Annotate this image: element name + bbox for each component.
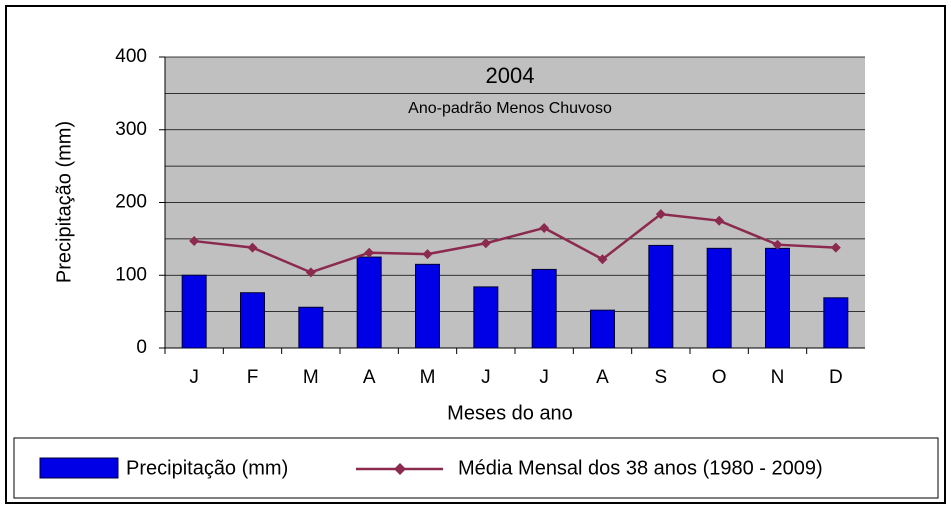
marker	[539, 222, 550, 233]
legend-label: Média Mensal dos 38 anos (1980 - 2009)	[458, 457, 823, 479]
x-tick-label: M	[420, 367, 436, 388]
marker	[714, 215, 725, 226]
bar	[240, 292, 265, 349]
bar	[531, 268, 557, 349]
marker	[422, 249, 433, 260]
y-tick-label: 400	[115, 46, 147, 67]
bar	[590, 309, 615, 349]
x-tick-label: D	[829, 367, 843, 388]
x-tick-label: S	[654, 367, 667, 388]
bar	[415, 263, 440, 349]
marker	[364, 247, 375, 258]
x-axis-label: Meses do ano	[447, 402, 573, 424]
marker	[247, 242, 258, 253]
frame	[5, 5, 946, 504]
bar	[298, 306, 324, 349]
marker	[305, 267, 316, 278]
x-tick-label: N	[771, 367, 785, 388]
bar	[765, 247, 790, 349]
x-tick-label: O	[712, 367, 727, 388]
marker	[830, 242, 841, 253]
legend-marker	[394, 463, 406, 475]
x-tick-label: F	[247, 367, 259, 388]
line	[194, 212, 836, 274]
legend-label: Precipitação (mm)	[126, 457, 288, 479]
marker	[772, 239, 783, 250]
marker	[189, 236, 200, 247]
x-tick-label: J	[481, 367, 491, 388]
legend-swatch	[39, 457, 119, 479]
legend-box	[13, 437, 939, 499]
y-tick-label: 0	[136, 337, 147, 358]
y-tick-label: 100	[115, 264, 147, 285]
marker	[655, 209, 666, 220]
bar	[823, 297, 849, 349]
bar	[181, 274, 207, 349]
chart-title: 2004	[486, 63, 535, 88]
bar	[706, 247, 732, 349]
bar	[648, 244, 674, 349]
x-tick-label: J	[539, 367, 549, 388]
x-tick-label: M	[303, 367, 319, 388]
y-tick-label: 300	[115, 119, 147, 140]
bar	[356, 256, 382, 349]
x-tick-label: A	[596, 367, 609, 388]
y-axis-label: Precipitação (mm)	[53, 121, 75, 283]
x-tick-label: A	[363, 367, 376, 388]
y-tick-label: 200	[115, 192, 147, 213]
x-tick-label: J	[189, 367, 199, 388]
marker	[480, 238, 491, 249]
marker	[597, 254, 608, 265]
chart-subtitle: Ano-padrão Menos Chuvoso	[408, 100, 612, 117]
bar	[473, 286, 499, 349]
